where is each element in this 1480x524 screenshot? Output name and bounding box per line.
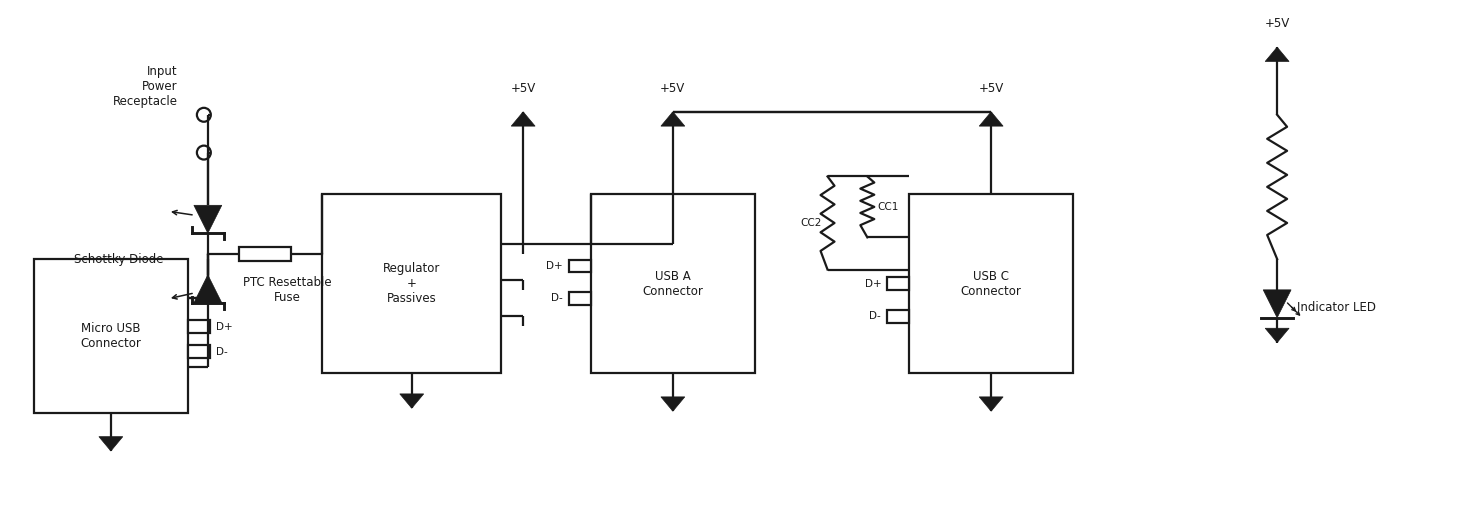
Text: USB C
Connector: USB C Connector (961, 270, 1021, 298)
Bar (240, 247, 290, 261)
Text: Micro USB
Connector: Micro USB Connector (80, 322, 141, 350)
Bar (323, 194, 502, 374)
Polygon shape (400, 394, 423, 408)
Text: Indicator LED: Indicator LED (1296, 301, 1376, 314)
Text: D-: D- (216, 346, 228, 356)
Text: D+: D+ (216, 322, 232, 332)
Bar (887, 277, 909, 290)
Text: +5V: +5V (978, 82, 1003, 95)
Bar (188, 320, 210, 333)
Polygon shape (194, 275, 222, 303)
Bar (34, 259, 188, 413)
Polygon shape (662, 112, 685, 126)
Text: CC1: CC1 (878, 202, 898, 212)
Text: D+: D+ (546, 261, 562, 271)
Polygon shape (99, 436, 123, 451)
Polygon shape (1265, 328, 1289, 343)
Polygon shape (662, 397, 685, 411)
Polygon shape (194, 205, 222, 233)
Polygon shape (1265, 47, 1289, 61)
Text: +5V: +5V (660, 82, 685, 95)
Polygon shape (980, 112, 1003, 126)
Text: D-: D- (551, 293, 562, 303)
Text: +5V: +5V (1264, 17, 1289, 30)
Text: CC2: CC2 (801, 218, 821, 228)
Text: Schottky Diode: Schottky Diode (74, 253, 163, 266)
Text: +5V: +5V (511, 82, 536, 95)
Bar (909, 194, 1073, 374)
Bar (568, 259, 591, 272)
Text: Regulator
+
Passives: Regulator + Passives (383, 263, 441, 305)
Bar (568, 292, 591, 304)
Text: D+: D+ (864, 279, 881, 289)
Polygon shape (1264, 290, 1291, 318)
Text: PTC Resettable
Fuse: PTC Resettable Fuse (243, 276, 332, 304)
Text: D-: D- (869, 311, 881, 321)
Bar (887, 310, 909, 323)
Bar (591, 194, 755, 374)
Text: Input
Power
Receptacle: Input Power Receptacle (112, 66, 178, 108)
Text: USB A
Connector: USB A Connector (642, 270, 703, 298)
Bar (188, 345, 210, 358)
Polygon shape (980, 397, 1003, 411)
Polygon shape (511, 112, 536, 126)
